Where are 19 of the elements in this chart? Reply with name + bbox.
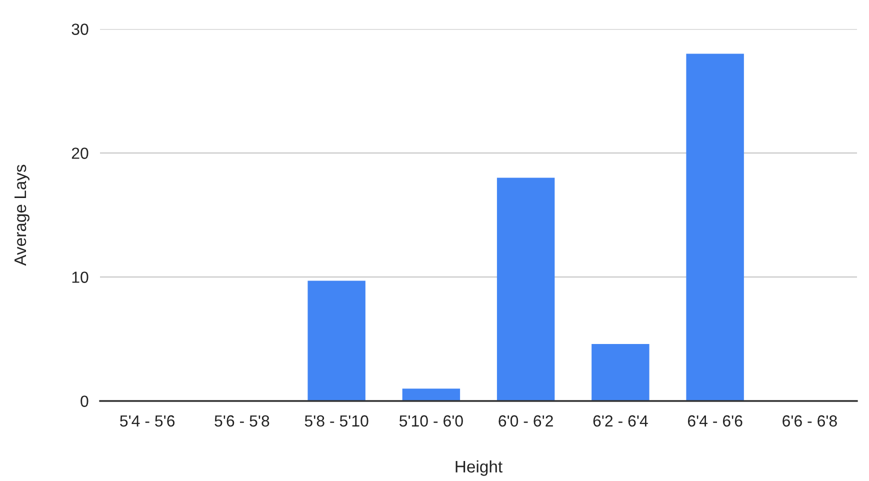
bar xyxy=(308,280,366,401)
y-tick-label: 0 xyxy=(80,396,88,407)
x-tick-label: 5'4 - 5'6 xyxy=(120,415,175,427)
bar xyxy=(496,178,555,401)
x-tick-label: 5'6 - 5'8 xyxy=(214,415,270,427)
x-axis-title: Height xyxy=(456,460,502,476)
x-tick-label: 6'6 - 6'8 xyxy=(782,415,837,427)
x-tick-label: 6'2 - 6'4 xyxy=(593,415,648,427)
x-tick-label: 6'4 - 6'6 xyxy=(688,415,742,427)
x-tick-label: 5'10 - 6'0 xyxy=(399,415,463,427)
y-tick-label: 10 xyxy=(72,272,88,283)
x-tick-label: 5'8 - 5'10 xyxy=(304,415,368,427)
bar xyxy=(592,344,650,401)
y-tick-label: 30 xyxy=(72,24,88,35)
y-tick-label: 20 xyxy=(72,148,88,159)
y-axis-title: Average Lays xyxy=(14,164,30,266)
bar xyxy=(686,54,744,401)
x-tick-label: 6'0 - 6'2 xyxy=(498,415,553,427)
bar xyxy=(402,388,460,401)
